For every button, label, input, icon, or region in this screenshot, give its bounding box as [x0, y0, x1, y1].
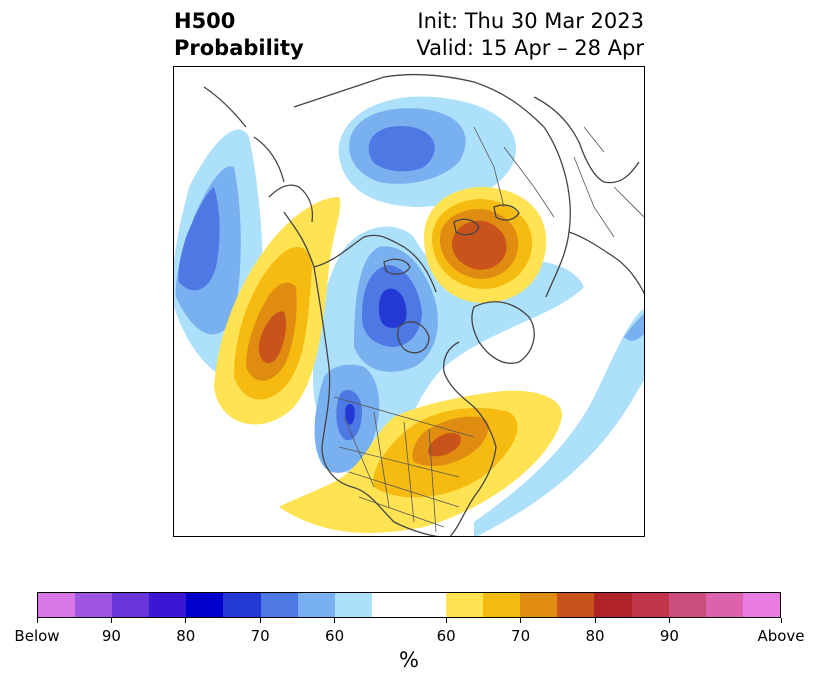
coastlines [203, 73, 644, 536]
colorbar-tick-label: 80 [176, 627, 196, 645]
colorbar-cell [668, 593, 706, 617]
below-anomaly-west-pacific [174, 129, 264, 379]
colorbar-tick-label: 70 [250, 627, 270, 645]
colorbar-cell [75, 593, 113, 617]
colorbar-cell [557, 593, 595, 617]
above-anomaly-arctic-russia [424, 187, 547, 303]
colorbar-cell [260, 593, 298, 617]
map-canvas [174, 73, 644, 536]
colorbar-tickmark [334, 618, 336, 623]
colorbar-tick-label: 60 [325, 627, 345, 645]
colorbar-cell [408, 593, 447, 617]
colorbar-cell [594, 593, 632, 617]
colorbar-tickmark [110, 618, 112, 623]
colorbar-tickmark [668, 618, 670, 623]
colorbar-tick-label: 70 [511, 627, 531, 645]
colorbar-cell [446, 593, 484, 617]
below-anomaly-atlantic [474, 308, 644, 536]
colorbar-cell [520, 593, 558, 617]
colorbar-cell [631, 593, 669, 617]
colorbar-cell [371, 593, 409, 617]
colorbar-tickmark [780, 618, 782, 623]
colorbar-cell [149, 593, 187, 617]
valid-date-label: Valid: 15 Apr – 28 Apr [416, 36, 644, 60]
below-anomaly-central-us [314, 364, 380, 473]
title-line-1: H500 [174, 9, 236, 33]
colorbar-cell [483, 593, 521, 617]
colorbar-tickmark [36, 618, 38, 623]
colorbar-tick-label: 90 [659, 627, 679, 645]
colorbar-tick-label: 80 [585, 627, 605, 645]
colorbar-unit-label: % [399, 648, 419, 672]
probability-map [173, 66, 645, 537]
political-boundaries [333, 126, 644, 533]
colorbar [37, 592, 781, 618]
colorbar-tickmark [594, 618, 596, 623]
colorbar-tickmark [259, 618, 261, 623]
colorbar-cell [112, 593, 150, 617]
colorbar-cell [186, 593, 224, 617]
colorbar-tickmark [520, 618, 522, 623]
colorbar-cell [705, 593, 743, 617]
forecast-dates: Init: Thu 30 Mar 2023 Valid: 15 Apr – 28… [416, 8, 644, 62]
colorbar-cell [38, 593, 76, 617]
colorbar-tick-label: 90 [101, 627, 121, 645]
colorbar-tickmark [445, 618, 447, 623]
colorbar-tick-label: 60 [436, 627, 456, 645]
map-title: H500 Probability [174, 8, 304, 62]
colorbar-cell [297, 593, 335, 617]
init-date-label: Init: Thu 30 Mar 2023 [417, 9, 644, 33]
colorbar-cell [334, 593, 372, 617]
colorbar-cell [223, 593, 261, 617]
colorbar-cell [742, 593, 780, 617]
colorbar-tick-label: Below [14, 627, 60, 645]
title-line-2: Probability [174, 36, 304, 60]
colorbar-tickmark [185, 618, 187, 623]
below-anomaly-western-siberia [338, 96, 516, 207]
colorbar-tick-label: Above [757, 627, 805, 645]
